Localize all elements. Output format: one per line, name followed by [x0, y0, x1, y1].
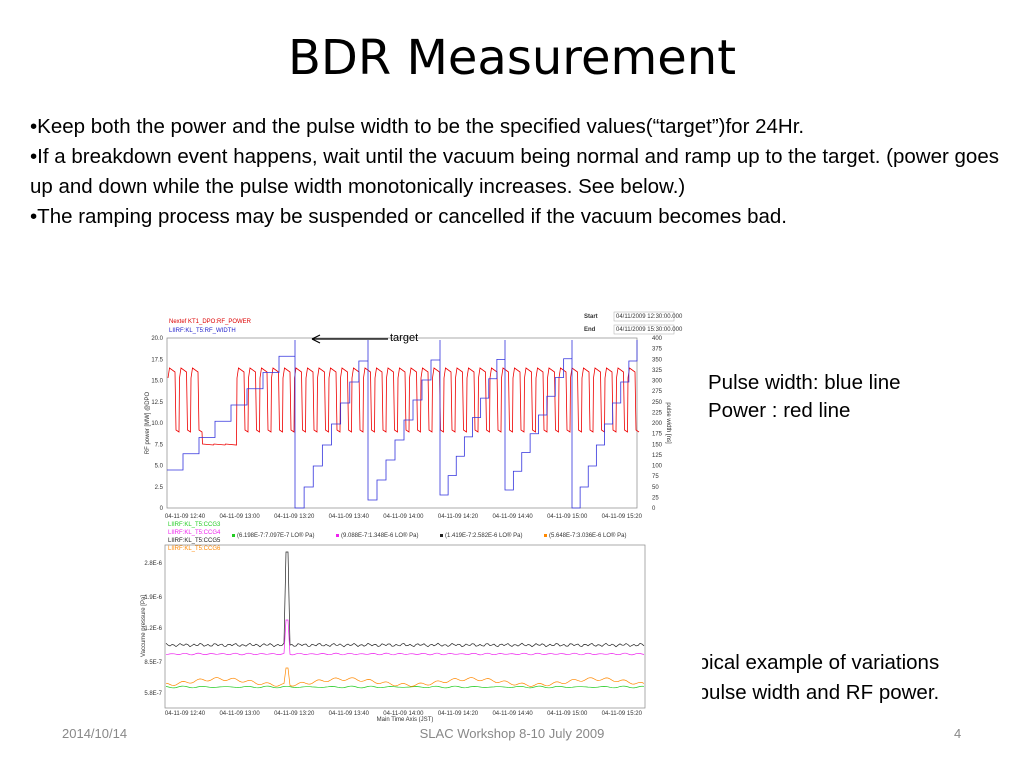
x-tick-label: 04-11-09 15:20 — [602, 711, 643, 717]
start-box — [613, 311, 675, 322]
y2-tick-label: 300 — [652, 379, 663, 385]
arrow-head — [311, 334, 321, 344]
start-value: 04/11/2009 12:30:00.000 — [616, 314, 683, 320]
y2-tick-label: 0 — [652, 506, 656, 512]
top-plot-frame — [166, 337, 638, 509]
y2-tick-label: 375 — [652, 347, 663, 353]
width-trace — [167, 340, 638, 509]
y2-tick-label: 200 — [652, 421, 663, 427]
note-line: in pulse width and RF power. — [676, 681, 940, 704]
y2-tick-label: 400 — [652, 336, 663, 342]
y-axis-label: Vaccume pressure [Pa] — [141, 595, 147, 657]
x-tick-label: 04-11-09 15:20 — [602, 514, 643, 520]
x-tick-label: 04-11-09 13:00 — [219, 514, 260, 520]
y-tick-label: 2.5 — [155, 485, 164, 491]
x-tick-label: 04-11-09 12:40 — [165, 711, 206, 717]
x-tick-label: 04-11-09 13:40 — [329, 711, 370, 717]
legend-swatch — [440, 534, 443, 537]
footer-event: SLAC Workshop 8-10 July 2009 — [419, 726, 605, 741]
legend-swatch — [336, 534, 339, 537]
x-tick-label: 04-11-09 14:20 — [438, 514, 479, 520]
legend-range: (9.088E-7:1.348E-6 LO® Pa) — [341, 532, 418, 539]
x-tick-label: 04-11-09 13:40 — [329, 514, 370, 520]
end-box — [613, 324, 675, 335]
y-tick-label: 8.5E-7 — [144, 660, 162, 666]
ccg4-trace — [166, 619, 645, 656]
y-tick-label: 12.5 — [151, 400, 163, 406]
x-tick-label: 04-11-09 14:40 — [492, 711, 533, 717]
y2-tick-label: 100 — [652, 464, 663, 470]
caption: Typical example of variations in pulse w… — [676, 648, 939, 708]
footer-date: 2014/10/14 — [62, 726, 128, 741]
end-value: 04/11/2009 15:30:00.000 — [616, 327, 683, 333]
bullet: •The ramping process may be suspended or… — [30, 205, 787, 228]
y2-tick-label: 175 — [652, 432, 663, 438]
ccg5-trace — [165, 551, 645, 648]
y-tick-label: 5.0 — [155, 464, 164, 470]
y2-axis-label: pulse width [ns] — [665, 402, 671, 444]
y-tick-label: 7.5 — [155, 442, 164, 448]
y2-tick-label: 50 — [652, 485, 659, 491]
bullet: •If a breakdown event happens, wait unti… — [30, 145, 999, 198]
title: BDR Measurement — [287, 30, 737, 86]
ccg6-trace — [165, 667, 645, 687]
note-line: Typical example of variations — [676, 651, 940, 674]
series-label: Nextef KT1_DPO:RF_POWER — [169, 319, 252, 325]
ccg3-trace — [165, 685, 645, 689]
y2-tick-label: 275 — [652, 389, 663, 395]
y2-tick-label: 350 — [652, 357, 663, 363]
y-tick-label: 0 — [160, 506, 164, 512]
y-tick-label: 1.9E-6 — [144, 595, 162, 601]
bottom-plot-frame — [164, 544, 646, 709]
legend-entry: LIIRF:KL_T5:CCG5 — [168, 538, 221, 544]
traces — [165, 340, 645, 689]
x-tick-label: 04-11-09 14:20 — [438, 711, 479, 717]
y2-tick-label: 250 — [652, 400, 663, 406]
x-tick-label: 04-11-09 13:00 — [219, 711, 260, 717]
footer-page: 4 — [954, 726, 962, 741]
legend-range: (5.648E-7:3.036E-6 LO® Pa) — [549, 532, 626, 539]
start-label: Start — [584, 314, 598, 320]
y-axis-label: RF power [MW] @DPO — [145, 391, 151, 454]
x-tick-label: 04-11-09 13:20 — [274, 514, 315, 520]
y2-tick-label: 150 — [652, 442, 663, 448]
note-line: Power : red line — [708, 399, 851, 422]
x-tick-label: 04-11-09 14:00 — [383, 711, 424, 717]
legend-swatch — [544, 534, 547, 537]
legend-note: Pulse width: blue line Power : red line — [708, 369, 901, 425]
y-tick-label: 15.0 — [151, 379, 163, 385]
bullet: •Keep both the power and the pulse width… — [30, 115, 805, 138]
x-tick-label: 04-11-09 12:40 — [165, 514, 206, 520]
legend-entry: LIIRF:KL_T5:CCG6 — [168, 546, 221, 552]
x-tick-label: 04-11-09 13:20 — [274, 711, 315, 717]
series-label: LIIRF:KL_T5:RF_WIDTH — [169, 328, 236, 334]
bullet-list: •Keep both the power and the pulse width… — [30, 112, 1015, 232]
y-tick-label: 2.8E-6 — [144, 561, 162, 567]
y-tick-label: 20.0 — [151, 336, 163, 342]
end-label: End — [584, 327, 596, 333]
y2-tick-label: 225 — [652, 410, 663, 416]
y-tick-label: 1.2E-6 — [144, 626, 162, 632]
y2-tick-label: 325 — [652, 368, 663, 374]
x-tick-label: 04-11-09 15:00 — [547, 514, 588, 520]
legend-entry: LIIRF:KL_T5:CCG3 — [168, 522, 221, 528]
y-tick-label: 5.8E-7 — [144, 691, 162, 697]
x-tick-label: 04-11-09 15:00 — [547, 711, 588, 717]
x-axis-label: Main Time Axis (JST) — [377, 717, 434, 723]
y-tick-label: 10.0 — [151, 421, 163, 427]
x-tick-label: 04-11-09 14:40 — [492, 514, 533, 520]
x-tick-label: 04-11-09 14:00 — [383, 514, 424, 520]
note-line: Pulse width: blue line — [708, 371, 901, 394]
legend-swatch — [232, 534, 235, 537]
y-tick-label: 17.5 — [151, 357, 163, 363]
legend-range: (6.198E-7:7.097E-7 LO® Pa) — [237, 532, 314, 539]
legend-entry: LIIRF:KL_T5:CCG4 — [168, 530, 221, 536]
y2-tick-label: 125 — [652, 453, 663, 459]
legend-range: (1.419E-7:2.582E-6 LO® Pa) — [445, 532, 522, 539]
y2-tick-label: 75 — [652, 474, 659, 480]
y2-tick-label: 25 — [652, 495, 659, 501]
annotation: target — [390, 332, 418, 344]
